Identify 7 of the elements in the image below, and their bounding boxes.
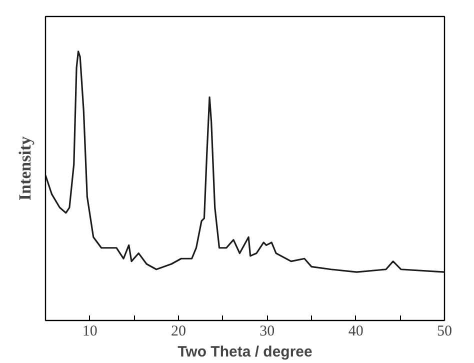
x-tick-label: 10 (82, 324, 98, 340)
x-tick-label: 50 (437, 324, 452, 340)
x-tick-label: 40 (348, 324, 364, 340)
y-axis-title: Intensity (16, 136, 34, 201)
x-axis-title: Two Theta / degree (178, 344, 312, 360)
x-tick-label: 30 (260, 324, 275, 340)
x-tick-label: 20 (171, 324, 186, 340)
